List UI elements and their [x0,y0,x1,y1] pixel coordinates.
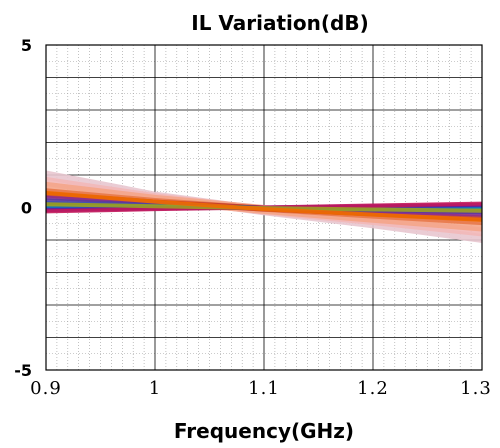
y-tick-labels: 5 0 -5 [14,36,32,380]
x-tick-label: 1.2 [357,378,389,399]
x-axis-label: Frequency(GHz) [174,419,354,443]
chart-title: IL Variation(dB) [191,11,368,35]
series-lines [46,170,482,243]
series-line [46,190,482,222]
x-tick-label: 1 [149,378,161,399]
x-tick-label: 0.9 [30,378,62,399]
plot-frame [45,44,483,371]
x-tick-label: 1.3 [460,378,492,399]
y-tick-label: 0 [21,199,32,218]
x-tick-label: 1.1 [248,378,280,399]
y-tick-label: -5 [14,361,32,380]
x-tick-labels: 0.9 1 1.1 1.2 1.3 [30,378,492,399]
y-tick-label: 5 [21,36,32,55]
